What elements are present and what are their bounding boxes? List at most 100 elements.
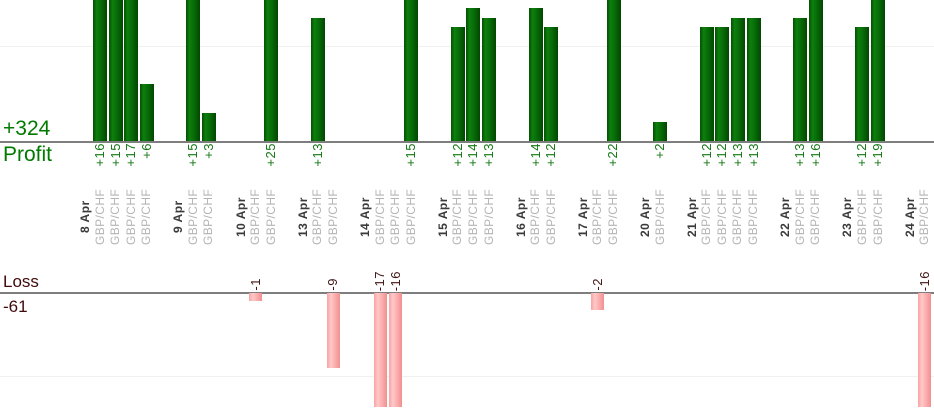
loss-gridline [0, 376, 934, 377]
profit-bar [746, 17, 761, 141]
x-axis-pair-label: GBP/CHF [792, 188, 807, 246]
x-axis-date-label: 23 Apr [840, 197, 855, 237]
profit-value-label: +6 [138, 143, 154, 159]
profit-plot-area [0, 0, 934, 141]
x-axis-pair-label: GBP/CHF [590, 188, 605, 246]
profit-total-label: +324 [3, 117, 51, 140]
x-axis-date-label: 20 Apr [638, 197, 653, 237]
x-axis-pair-label: GBP/CHF [372, 188, 387, 246]
profit-bar [855, 27, 870, 141]
profit-bar [544, 27, 559, 141]
profit-value-label: +22 [605, 143, 621, 167]
loss-value-label: -2 [589, 278, 605, 291]
x-axis-pair-label: GBP/CHF [263, 188, 278, 246]
profit-value-label: +12 [698, 143, 714, 167]
x-axis-pair-label: GBP/CHF [123, 188, 138, 246]
loss-value-label: -9 [325, 278, 341, 291]
x-axis-pair-label: GBP/CHF [403, 188, 418, 246]
profit-value-label: +17 [123, 143, 139, 167]
x-axis-pair-label: GBP/CHF [481, 188, 496, 246]
loss-bar [591, 293, 605, 310]
x-axis-pair-label: GBP/CHF [201, 188, 216, 246]
profit-bar [139, 84, 154, 141]
profit-value-label: +16 [807, 143, 823, 167]
x-axis-pair-label: GBP/CHF [730, 188, 745, 246]
x-axis-date-label: 13 Apr [295, 197, 310, 237]
x-axis-pair-label: GBP/CHF [92, 188, 107, 246]
x-axis-pair-label: GBP/CHF [605, 188, 620, 246]
x-axis-pair-label: GBP/CHF [699, 188, 714, 246]
x-axis-pair-label: GBP/CHF [543, 188, 558, 246]
profit-axis-name: Profit [3, 143, 53, 166]
x-axis-date-label: 16 Apr [513, 197, 528, 237]
profit-bar [528, 8, 543, 141]
profit-value-label: +12 [543, 143, 559, 167]
profit-value-label: +3 [200, 143, 216, 159]
profit-value-label: +13 [309, 143, 325, 167]
x-axis-pair-label: GBP/CHF [528, 188, 543, 246]
loss-plot-area [0, 293, 934, 407]
profit-bar [108, 0, 123, 141]
x-axis-date-label: 21 Apr [684, 197, 699, 237]
profit-value-label: +13 [745, 143, 761, 167]
loss-value-label: -17 [372, 270, 388, 291]
profit-bar [404, 0, 419, 141]
profit-value-label: +14 [465, 143, 481, 167]
profit-value-label: +13 [792, 143, 808, 167]
x-axis-date-label: 8 Apr [77, 200, 92, 234]
profit-bar [715, 27, 730, 141]
loss-bar [389, 293, 403, 407]
profit-value-label: +12 [854, 143, 870, 167]
x-axis-pair-label: GBP/CHF [185, 188, 200, 246]
loss-value-label: -16 [916, 270, 932, 291]
x-axis-date-label: 17 Apr [575, 197, 590, 237]
loss-axis-name: Loss [3, 272, 39, 291]
profit-value-label: +12 [449, 143, 465, 167]
x-axis-pair-label: GBP/CHF [714, 188, 729, 246]
x-axis-date-label: 15 Apr [435, 197, 450, 237]
x-axis-date-label: 9 Apr [171, 200, 186, 234]
loss-value-label: -1 [247, 278, 263, 291]
profit-axis-line [0, 140, 934, 143]
profit-bar [93, 0, 107, 141]
profit-value-label: +15 [107, 143, 123, 167]
profit-value-label: +13 [729, 143, 745, 167]
x-axis-date-label: 24 Apr [902, 197, 917, 237]
loss-bar [249, 293, 263, 302]
profit-bar [310, 17, 325, 141]
profit-bar [653, 122, 668, 141]
profit-bar [871, 0, 885, 141]
x-axis-pair-label: GBP/CHF [917, 188, 932, 246]
x-axis-pair-label: GBP/CHF [652, 188, 667, 246]
profit-bar [201, 112, 216, 141]
loss-total-label: -61 [3, 297, 28, 316]
profit-bar [699, 27, 714, 141]
profit-bar [731, 17, 745, 141]
profit-bar [606, 0, 621, 141]
profit-value-label: +12 [714, 143, 730, 167]
profit-value-label: +16 [92, 143, 107, 167]
x-axis-pair-label: GBP/CHF [325, 188, 340, 246]
profit-value-label: +15 [403, 143, 419, 167]
loss-bar [373, 293, 387, 407]
loss-bar [326, 293, 340, 368]
x-axis-pair-label: GBP/CHF [108, 188, 123, 246]
profit-value-label: +2 [652, 143, 668, 159]
x-axis-pair-label: GBP/CHF [746, 188, 761, 246]
profit-bar [808, 0, 823, 141]
profit-value-label: +15 [185, 143, 201, 167]
loss-axis-line [0, 291, 934, 294]
x-axis-pair-label: GBP/CHF [310, 188, 325, 246]
x-axis-pair-label: GBP/CHF [854, 188, 869, 246]
x-axis-date-label: 14 Apr [358, 197, 373, 237]
profit-value-label: +25 [263, 143, 279, 167]
x-axis-pair-label: GBP/CHF [450, 188, 465, 246]
x-axis-pair-label: GBP/CHF [808, 188, 823, 246]
profit-bar [793, 17, 808, 141]
profit-value-label: +14 [527, 143, 543, 167]
x-axis-pair-label: GBP/CHF [870, 188, 885, 246]
x-axis-date-label: 10 Apr [233, 197, 248, 237]
x-axis-pair-label: GBP/CHF [465, 188, 480, 246]
loss-value-label: -16 [387, 270, 403, 291]
